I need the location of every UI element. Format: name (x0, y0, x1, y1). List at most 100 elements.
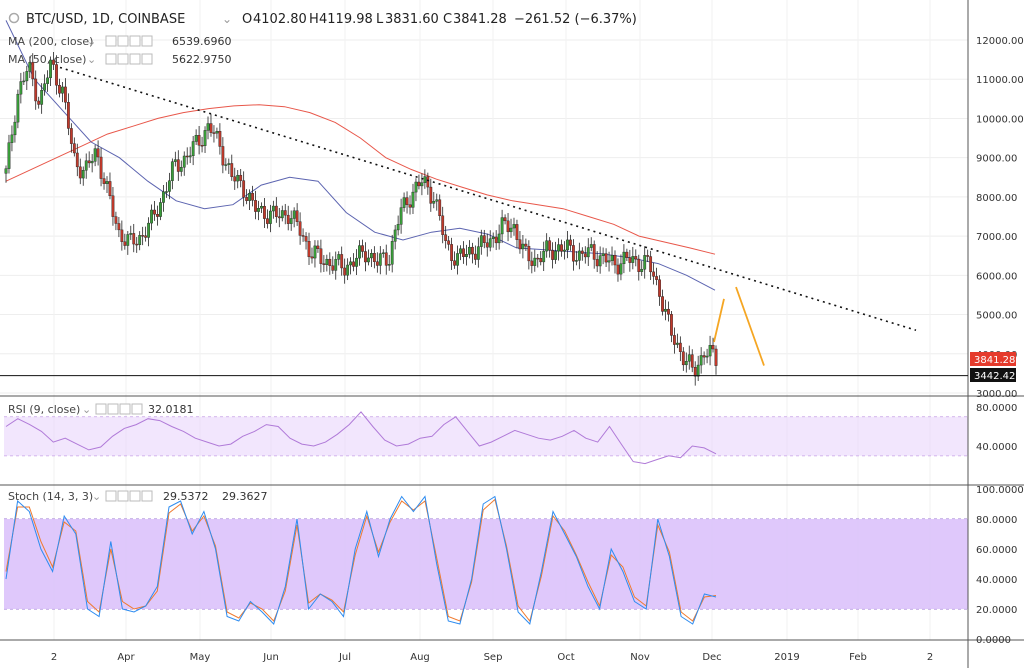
candle-body (49, 59, 52, 79)
symbol-legend[interactable]: BTC/USD, 1D, COINBASE ⌄ O 4102.80 H 4119… (8, 12, 637, 27)
candle-body (509, 227, 513, 233)
gear-icon[interactable] (107, 403, 119, 415)
candle-body (512, 224, 516, 229)
rsi-tick-label: 40.0000 (976, 442, 1017, 453)
candle-body (93, 148, 97, 162)
candle-body (239, 174, 243, 181)
stoch-tick-label: 60.0000 (976, 545, 1017, 556)
close-icon[interactable] (131, 403, 143, 415)
eye-icon[interactable] (105, 35, 117, 47)
candle-body (563, 249, 566, 252)
ma200-legend[interactable]: MA (200, close) ⌄ 6539.6960 (8, 35, 232, 48)
candle-body (141, 235, 145, 237)
close-icon[interactable] (141, 490, 153, 502)
candle-body (595, 259, 599, 267)
candle-body (696, 364, 700, 377)
candle-body (500, 217, 504, 235)
candle-body (64, 86, 67, 103)
candle-body (714, 348, 718, 366)
candle-body (554, 250, 557, 260)
candle-body (218, 131, 222, 147)
open-value: 4102.80 (253, 12, 307, 27)
candle-body (200, 145, 204, 147)
stoch-lines (5, 495, 717, 626)
candle-body (13, 121, 17, 136)
candle-body (361, 245, 364, 252)
plus-icon[interactable] (119, 403, 131, 415)
eye-icon[interactable] (105, 53, 117, 65)
collapse-icon[interactable] (8, 12, 20, 24)
price-tick-label: 5000.00 (976, 311, 1017, 322)
candle-body (411, 191, 415, 208)
eye-icon[interactable] (95, 403, 107, 415)
price-tick-label: 12000.00 (976, 36, 1024, 47)
eye-icon[interactable] (105, 490, 117, 502)
candle-body (456, 253, 459, 266)
rsi-legend[interactable]: RSI (9, close) ⌄ 32.0181 (8, 403, 194, 416)
candle-body (114, 216, 118, 224)
candle-body (491, 236, 495, 239)
gear-icon[interactable] (117, 490, 129, 502)
candle-body (343, 267, 347, 276)
stoch-d-value: 29.3627 (222, 490, 268, 503)
candle-body (661, 296, 664, 312)
candle-body (87, 160, 91, 164)
candle-body (69, 128, 73, 144)
stoch-label: Stoch (14, 3, 3) (8, 490, 93, 503)
candle-body (61, 86, 64, 94)
close-icon[interactable] (141, 53, 153, 65)
candle-body (468, 246, 471, 255)
candle-body (521, 243, 525, 250)
plus-icon[interactable] (129, 490, 141, 502)
candle-body (536, 257, 540, 260)
close-icon[interactable] (141, 35, 153, 47)
projection-down (735, 286, 765, 366)
candle-body (637, 258, 641, 272)
dropdown-icon[interactable]: ⌄ (87, 35, 96, 48)
candle-body (506, 220, 510, 233)
candle-body (408, 204, 412, 208)
rsi-band (4, 416, 968, 456)
candle-body (34, 78, 38, 102)
ma50-legend[interactable]: MA (50, close) ⌄ 5622.9750 (8, 53, 232, 66)
dropdown-icon[interactable]: ⌄ (87, 53, 96, 66)
dropdown-icon[interactable]: ⌄ (92, 490, 101, 503)
close-label: C (443, 12, 452, 27)
candle-body (607, 260, 611, 263)
stoch-legend[interactable]: Stoch (14, 3, 3) ⌄ 29.5372 29.3627 (8, 490, 268, 503)
candle-body (322, 263, 326, 265)
candle-body (138, 235, 142, 245)
candle-body (286, 214, 290, 224)
projection-lines (713, 286, 765, 366)
candle-body (191, 141, 195, 157)
candle-body (711, 345, 715, 350)
stoch-tick-label: 100.0000 (976, 485, 1024, 496)
stoch-d-path (5, 498, 717, 623)
gear-icon[interactable] (117, 35, 129, 47)
candle-body (173, 159, 177, 162)
candle-body (393, 229, 397, 242)
dropdown-icon[interactable]: ⌄ (82, 403, 91, 416)
candle-body (628, 257, 632, 263)
support-price-badge (970, 368, 1016, 382)
candle-body (355, 257, 358, 267)
candle-body (577, 250, 581, 261)
candle-body (566, 239, 569, 251)
candle-body (66, 102, 70, 129)
candle-body (147, 222, 150, 238)
candle-body (307, 241, 311, 258)
candle-body (622, 251, 626, 265)
candle-body (488, 238, 492, 248)
plus-icon[interactable] (129, 35, 141, 47)
gear-icon[interactable] (117, 53, 129, 65)
plus-icon[interactable] (129, 53, 141, 65)
candle-body (233, 176, 237, 182)
dropdown-icon[interactable]: ⌄ (222, 12, 232, 26)
candle-body (316, 245, 320, 249)
candle-body (58, 84, 61, 94)
candle-body (254, 200, 257, 212)
candle-body (649, 256, 653, 273)
price-tick-label: 11000.00 (976, 75, 1024, 86)
candle-body (25, 71, 29, 82)
